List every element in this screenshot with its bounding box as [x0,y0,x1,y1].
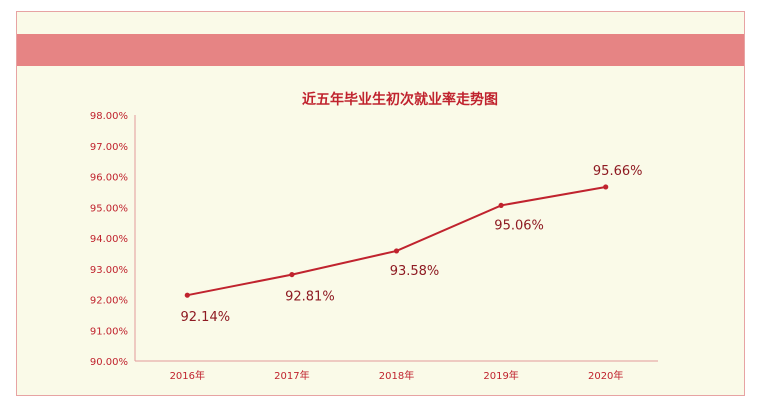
y-tick-label: 96.00% [90,173,128,184]
x-tick-label: 2020年 [588,369,623,382]
y-tick-label: 91.00% [90,326,128,337]
data-label: 93.58% [390,264,440,279]
y-tick-label: 98.00% [90,111,128,122]
y-tick-label: 95.00% [90,203,128,214]
x-tick-label: 2018年 [379,369,414,382]
data-point [393,248,400,254]
x-tick-label: 2017年 [274,369,309,382]
chart-marks: 92.14% 92.81% 93.58% 95.06% 95.66% [181,164,643,325]
y-tick-label: 94.00% [90,234,128,245]
data-point [498,202,504,209]
data-label: 95.66% [593,164,643,179]
y-tick-label: 93.00% [90,265,128,276]
chart-title: 近五年毕业生初次就业率走势图 [302,91,498,108]
y-tick-label: 90.00% [90,357,128,368]
data-point [603,184,609,190]
x-tick-label: 2019年 [483,369,518,382]
data-point [289,271,295,278]
chart-panel [16,11,745,396]
data-point [184,292,190,298]
x-tick-label: 2016年 [170,369,205,382]
header-banner [17,34,744,66]
data-label: 92.14% [181,310,231,325]
y-tick-label: 92.00% [90,296,128,307]
axes: 90.00% 91.00% 92.00% 93.00% 94.00% 95.00% 96.0… [90,111,658,382]
data-label: 95.06% [494,218,544,233]
data-label: 92.81% [285,290,335,305]
y-tick-label: 97.00% [90,142,128,153]
series-line [187,185,606,297]
